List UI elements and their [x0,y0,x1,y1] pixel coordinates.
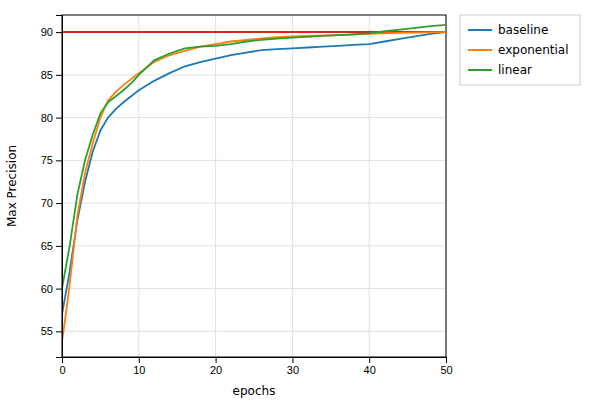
tick-label: 55 [41,325,53,337]
tick: 85 [41,69,62,81]
tick-mark [56,203,62,204]
tick-mark [369,357,370,363]
tick-label: 50 [440,364,452,376]
tick-label: 85 [41,69,53,81]
tick: 65 [41,240,62,252]
tick: 90 [41,26,62,38]
legend-swatch [468,49,492,51]
grid-line-x [215,15,216,357]
tick-mark [56,331,62,332]
tick-label: 65 [41,240,53,252]
tick: 30 [287,357,299,376]
tick: 70 [41,197,62,209]
legend-frame [460,15,580,85]
grid-line-y [62,203,446,204]
legend-label: exponential [498,43,569,57]
grid-line-y [62,331,446,332]
tick-mark [216,357,217,363]
tick-mark [446,357,447,363]
tick-mark [56,32,62,33]
tick: 50 [440,357,452,376]
tick-mark [56,289,62,290]
legend-label: baseline [498,23,548,37]
tick-mark [139,357,140,363]
series-line [62,32,446,342]
tick-label: 40 [364,364,376,376]
legend: baseline exponential linear [460,15,580,85]
grid-line-x [292,15,293,357]
tick-mark [56,75,62,76]
tick-mark [56,160,62,161]
x-axis-title: epochs [233,384,276,398]
tick-mark [292,357,293,363]
y-axis: 55 60 65 70 75 80 85 90 [41,16,63,358]
tick: 60 [41,283,62,295]
tick-label: 20 [210,364,222,376]
grid-line-y [62,288,446,289]
tick: 75 [41,154,62,166]
tick-label: 75 [41,154,53,166]
legend-swatch [468,69,492,71]
series-line [62,25,446,289]
grid-line-y [62,74,446,75]
grid-line-y [62,245,446,246]
axis-domain [63,358,447,364]
tick-label: 70 [41,197,53,209]
marks [62,25,446,342]
tick-label: 80 [41,112,53,124]
tick-label: 60 [41,283,53,295]
tick-mark [56,118,62,119]
series-line [62,32,446,314]
grid-line-y [62,117,446,118]
tick-label: 30 [287,364,299,376]
tick-label: 10 [133,364,145,376]
y-axis-title: Max Precision [5,145,19,227]
tick: 80 [41,112,62,124]
grid-line-x [369,15,370,357]
plot: 0 10 20 30 40 50 55 60 65 70 75 80 85 90 [41,15,453,376]
tick-label: 90 [41,26,53,38]
chart: 0 10 20 30 40 50 55 60 65 70 75 80 85 90 epochs Max Pre… [0,0,596,405]
tick: 55 [41,325,62,337]
grid-line-y [62,160,446,161]
tick: 40 [364,357,376,376]
tick: 10 [133,357,145,376]
x-axis: 0 10 20 30 40 50 [59,357,452,376]
grid [62,15,446,357]
tick-label: 0 [59,364,65,376]
plot-frame [62,15,446,357]
grid-line-x [138,15,139,357]
legend-label: linear [498,63,532,77]
axis-domain [56,16,63,358]
tick: 20 [210,357,222,376]
legend-swatch [468,29,492,31]
tick: 0 [59,357,65,376]
tick-mark [56,246,62,247]
